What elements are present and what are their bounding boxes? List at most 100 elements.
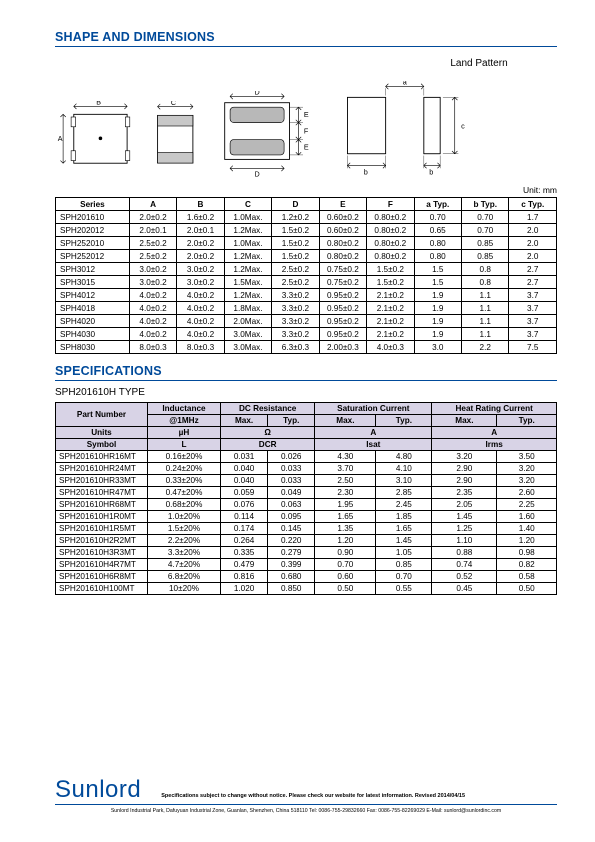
table-cell: 1.20 <box>315 535 376 547</box>
table-cell: 0.45 <box>432 583 497 595</box>
table-cell: 2.25 <box>497 499 557 511</box>
table-cell: 0.75±0.2 <box>319 263 366 276</box>
land-pattern-diagram: a c b b <box>327 81 477 181</box>
table-cell: 0.68±20% <box>148 499 221 511</box>
table-cell: SPH201610HR33MT <box>56 475 148 487</box>
table-cell: 3.3±0.2 <box>272 315 319 328</box>
table-cell: 6.3±0.3 <box>272 341 319 354</box>
table-cell: 3.20 <box>497 475 557 487</box>
table-cell: 1.5±20% <box>148 523 221 535</box>
table-cell: 0.75±0.2 <box>319 276 366 289</box>
table-row: SPH2016102.0±0.21.6±0.21.0Max.1.2±0.20.6… <box>56 211 557 224</box>
table-cell: 4.0±0.3 <box>367 341 414 354</box>
dim-header: E <box>319 198 366 211</box>
bottom-view-diagram: D D E F E <box>217 91 317 181</box>
table-cell: 0.74 <box>432 559 497 571</box>
table-cell: 4.0±0.2 <box>177 328 224 341</box>
table-cell: 2.0±0.2 <box>177 250 224 263</box>
unit-label: Unit: mm <box>55 185 557 195</box>
table-cell: 3.7 <box>509 328 557 341</box>
table-cell: 1.45 <box>376 535 432 547</box>
spec-symbol: L <box>148 439 221 451</box>
table-cell: 0.8 <box>462 263 509 276</box>
table-cell: 3.0±0.2 <box>129 263 176 276</box>
table-cell: 4.80 <box>376 451 432 463</box>
table-cell: 0.80±0.2 <box>319 250 366 263</box>
table-cell: 0.16±20% <box>148 451 221 463</box>
table-cell: SPH8030 <box>56 341 130 354</box>
table-cell: 1.10 <box>432 535 497 547</box>
table-cell: 3.20 <box>432 451 497 463</box>
table-cell: 0.479 <box>220 559 267 571</box>
table-cell: 0.114 <box>220 511 267 523</box>
spec-header: DC Resistance <box>220 403 314 415</box>
table-cell: 0.264 <box>220 535 267 547</box>
table-cell: 3.7 <box>509 289 557 302</box>
dim-header: c Typ. <box>509 198 557 211</box>
svg-text:E: E <box>304 110 309 119</box>
table-row: SPH40204.0±0.24.0±0.22.0Max.3.3±0.20.95±… <box>56 315 557 328</box>
table-cell: 0.80 <box>414 237 461 250</box>
table-cell: 0.82 <box>497 559 557 571</box>
table-cell: SPH4030 <box>56 328 130 341</box>
table-cell: 3.0Max. <box>224 328 271 341</box>
table-cell: 4.0±0.2 <box>177 315 224 328</box>
table-cell: 2.45 <box>376 499 432 511</box>
table-cell: 0.80±0.2 <box>367 237 414 250</box>
table-cell: 1.1 <box>462 289 509 302</box>
section-specs-title: SPECIFICATIONS <box>55 364 557 381</box>
table-row: SPH30123.0±0.23.0±0.21.2Max.2.5±0.20.75±… <box>56 263 557 276</box>
table-cell: 0.58 <box>497 571 557 583</box>
table-cell: 10±20% <box>148 583 221 595</box>
table-cell: 1.1 <box>462 328 509 341</box>
table-cell: 2.5±0.2 <box>129 237 176 250</box>
table-row: SPH2520122.5±0.22.0±0.21.2Max.1.5±0.20.8… <box>56 250 557 263</box>
table-cell: 2.0±0.2 <box>129 211 176 224</box>
section-shape-title: SHAPE AND DIMENSIONS <box>55 30 557 47</box>
table-cell: 0.55 <box>376 583 432 595</box>
table-cell: 0.031 <box>220 451 267 463</box>
table-cell: 4.0±0.2 <box>129 315 176 328</box>
table-cell: 0.040 <box>220 463 267 475</box>
table-cell: 0.8 <box>462 276 509 289</box>
table-row: SPH201610HR24MT0.24±20%0.0400.0333.704.1… <box>56 463 557 475</box>
table-cell: 2.0 <box>509 250 557 263</box>
table-cell: 1.5Max. <box>224 276 271 289</box>
table-cell: 0.033 <box>268 463 315 475</box>
table-row: SPH201610HR33MT0.33±20%0.0400.0332.503.1… <box>56 475 557 487</box>
table-cell: 0.80±0.2 <box>367 250 414 263</box>
table-cell: 1.20 <box>497 535 557 547</box>
table-cell: 2.7 <box>509 263 557 276</box>
table-cell: 2.0±0.1 <box>177 224 224 237</box>
svg-text:D: D <box>254 170 259 179</box>
table-cell: 1.5±0.2 <box>272 237 319 250</box>
table-cell: SPH201610 <box>56 211 130 224</box>
table-cell: 0.680 <box>268 571 315 583</box>
table-cell: 4.0±0.2 <box>177 302 224 315</box>
table-cell: SPH201610H3R3MT <box>56 547 148 559</box>
table-cell: 0.80±0.2 <box>367 211 414 224</box>
table-row: SPH201610H3R3MT3.3±20%0.3350.2790.901.05… <box>56 547 557 559</box>
spec-subheader: Max. <box>315 415 376 427</box>
table-cell: 0.399 <box>268 559 315 571</box>
brand-logo: Sunlord <box>55 776 141 804</box>
spec-symbol: DCR <box>220 439 314 451</box>
dim-header: F <box>367 198 414 211</box>
table-cell: 3.0±0.2 <box>177 263 224 276</box>
spec-units: Ω <box>220 427 314 439</box>
table-cell: 3.0 <box>414 341 461 354</box>
table-cell: 2.2±20% <box>148 535 221 547</box>
table-cell: 0.049 <box>268 487 315 499</box>
table-cell: 3.3±0.2 <box>272 328 319 341</box>
table-cell: 2.05 <box>432 499 497 511</box>
spec-subheader: Max. <box>220 415 267 427</box>
table-cell: SPH201610HR24MT <box>56 463 148 475</box>
spec-units: Units <box>56 427 148 439</box>
table-cell: 3.70 <box>315 463 376 475</box>
table-cell: 2.0 <box>509 224 557 237</box>
spec-subheader: Typ. <box>497 415 557 427</box>
table-cell: 0.60±0.2 <box>319 224 366 237</box>
table-cell: 0.063 <box>268 499 315 511</box>
spec-header: Inductance <box>148 403 221 415</box>
dim-header: C <box>224 198 271 211</box>
